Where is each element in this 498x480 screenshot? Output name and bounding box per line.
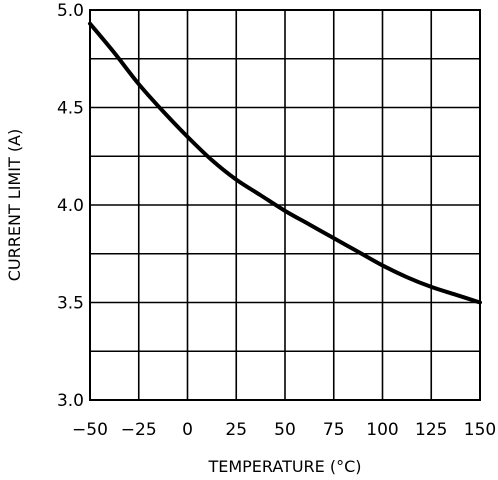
series-line bbox=[88, 21, 482, 305]
x-axis-label: TEMPERATURE (°C) bbox=[207, 457, 361, 476]
x-tick-label: 100 bbox=[366, 420, 398, 440]
y-tick-labels: 3.0 3.5 4.0 4.5 5.0 bbox=[57, 1, 84, 411]
y-axis-label: CURRENT LIMIT (A) bbox=[5, 129, 24, 282]
x-tick-label: 125 bbox=[415, 420, 447, 440]
x-tick-label: 150 bbox=[464, 420, 496, 440]
grid-layer bbox=[89, 9, 481, 401]
x-tick-labels: −50 −25 0 25 50 75 100 125 150 bbox=[72, 420, 496, 440]
x-tick-label: 50 bbox=[274, 420, 296, 440]
x-tick-label: 25 bbox=[225, 420, 247, 440]
plot-frame bbox=[89, 9, 481, 401]
y-tick-label: 3.0 bbox=[57, 391, 84, 411]
y-tick-label: 4.5 bbox=[57, 99, 84, 119]
x-tick-label: 0 bbox=[182, 420, 193, 440]
y-tick-label: 5.0 bbox=[57, 1, 84, 21]
y-tick-label: 3.5 bbox=[57, 294, 84, 314]
x-tick-label: −50 bbox=[72, 420, 108, 440]
x-tick-label: −25 bbox=[121, 420, 157, 440]
y-tick-label: 4.0 bbox=[57, 196, 84, 216]
x-tick-label: 75 bbox=[323, 420, 345, 440]
